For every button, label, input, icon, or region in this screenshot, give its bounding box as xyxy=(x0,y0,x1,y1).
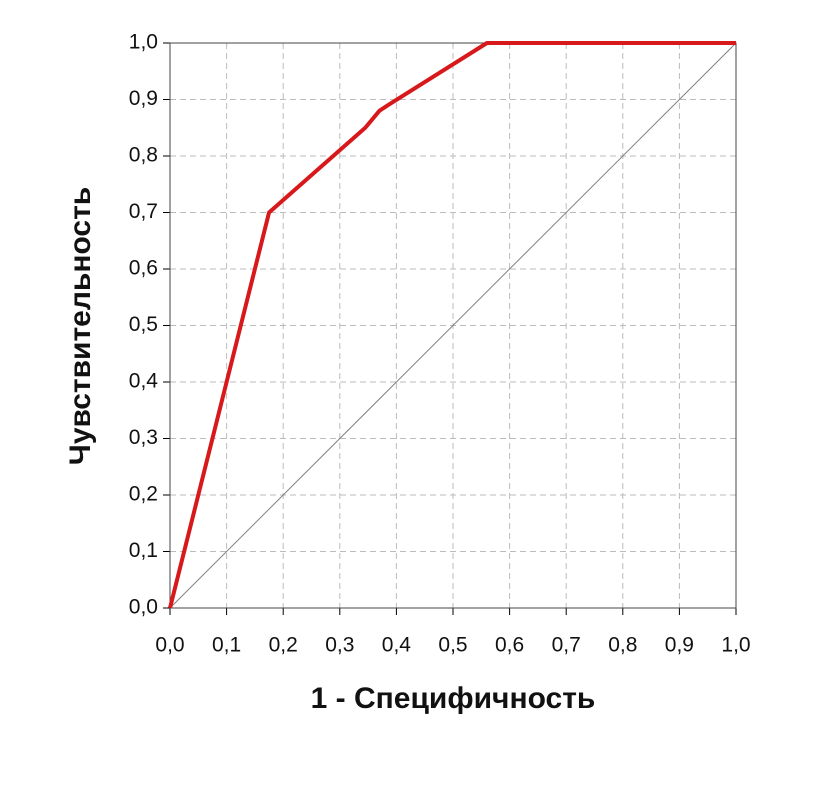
y-tick-label: 0,2 xyxy=(129,483,158,506)
x-tick-label: 0,9 xyxy=(665,634,694,657)
x-axis-title: 1 - Специфичность xyxy=(311,682,596,715)
x-tick-label: 1,0 xyxy=(721,634,750,657)
y-tick-label: 0,3 xyxy=(129,426,158,449)
y-tick-label: 0,9 xyxy=(129,87,158,110)
y-tick-label: 0,8 xyxy=(129,144,158,167)
x-tick-label: 0,5 xyxy=(438,634,467,657)
plot-frame xyxy=(169,42,737,609)
y-tick-label: 0,1 xyxy=(129,539,158,562)
x-tick-label: 0,7 xyxy=(552,634,581,657)
y-tick-label: 0,5 xyxy=(129,313,158,336)
y-tick-label: 0,7 xyxy=(129,200,158,223)
y-axis-title: Чувствительность xyxy=(64,187,97,465)
x-tick-label: 0,3 xyxy=(325,634,354,657)
x-tick-label: 0,4 xyxy=(382,634,412,657)
x-tick-label: 0,6 xyxy=(495,634,524,657)
x-tick-label: 0,0 xyxy=(155,634,184,657)
x-tick-label: 0,1 xyxy=(212,634,241,657)
reference-line xyxy=(169,42,737,609)
y-tick-label: 0,4 xyxy=(129,370,159,393)
x-tick-label: 0,8 xyxy=(608,634,637,657)
y-tick-label: 1,0 xyxy=(129,31,158,54)
y-tick-label: 0,6 xyxy=(129,257,158,280)
x-tick-label: 0,2 xyxy=(269,634,298,657)
roc-curve xyxy=(168,41,736,609)
y-tick-label: 0,0 xyxy=(129,596,158,619)
